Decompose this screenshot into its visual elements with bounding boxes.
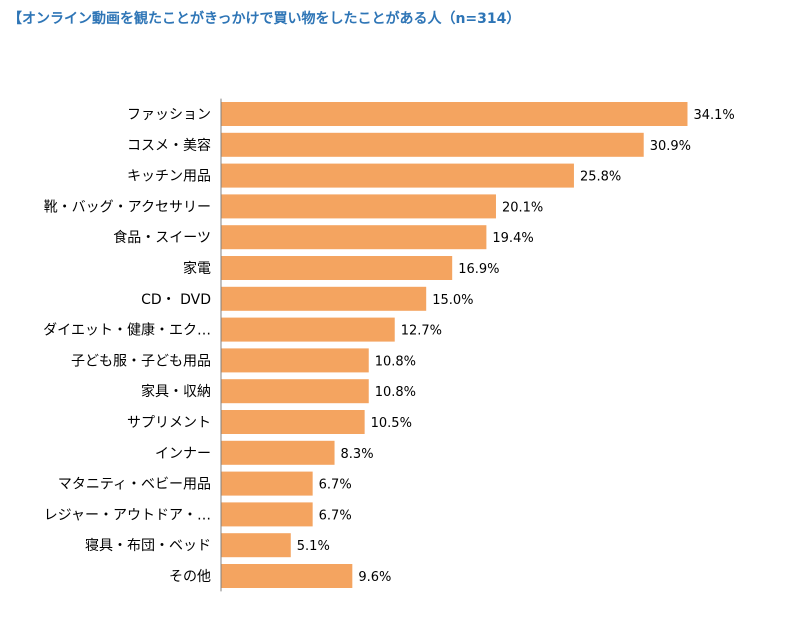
value-label: 6.7% [319, 478, 352, 493]
bar [221, 564, 353, 588]
bar [221, 102, 688, 126]
bar [221, 256, 453, 280]
value-label: 19.4% [492, 231, 533, 246]
category-label: CD・ DVD [141, 292, 211, 308]
category-label: ダイエット・健康・エク… [43, 322, 211, 339]
value-label: 15.0% [432, 293, 473, 308]
bar [221, 533, 291, 558]
chart-title: 【オンライン動画を観たことがきっかけで買い物をしたことがある人（n=314） [8, 11, 521, 27]
category-label: 子ども服・子ども用品 [71, 353, 211, 369]
category-label: 家電 [183, 260, 211, 277]
value-label: 34.1% [693, 108, 734, 123]
value-label: 25.8% [580, 170, 621, 185]
bar [221, 379, 369, 404]
bar [221, 225, 487, 250]
value-label: 9.6% [358, 570, 391, 585]
value-label: 5.1% [297, 539, 330, 554]
category-label: インナー [155, 446, 211, 462]
bar [221, 163, 574, 188]
value-label: 10.8% [375, 354, 416, 369]
category-label: ファッション [127, 107, 211, 123]
category-label: マタニティ・ベビー用品 [58, 477, 211, 493]
category-label: その他 [169, 569, 211, 585]
bar [221, 286, 427, 311]
category-label: 靴・バッグ・アクセサリー [44, 199, 211, 215]
bar [221, 132, 644, 157]
bar [221, 194, 496, 219]
value-label: 30.9% [650, 139, 691, 154]
value-label: 10.8% [375, 385, 416, 400]
category-label: 家具・収納 [141, 383, 211, 400]
value-label: 12.7% [401, 324, 442, 339]
category-label: サプリメント [127, 415, 211, 431]
value-label: 20.1% [502, 200, 543, 215]
value-label: 16.9% [458, 262, 499, 277]
bars-group: ファッション 34.1% コスメ・美容 30.9% キッチン用品 25.8% 靴・バッグ・ア… [43, 102, 735, 588]
bar [221, 348, 369, 373]
bar [221, 471, 313, 496]
value-label: 10.5% [371, 416, 412, 431]
category-label: レジャー・アウトドア・… [44, 507, 211, 523]
category-label: コスメ・美容 [127, 137, 211, 154]
bar [221, 440, 335, 465]
category-label: 食品・スイーツ [113, 229, 211, 246]
bar [221, 502, 313, 527]
category-label: 寝具・布団・ベッド [85, 537, 211, 554]
value-label: 8.3% [341, 447, 374, 462]
bar [221, 410, 365, 434]
value-label: 6.7% [319, 508, 352, 523]
category-label: キッチン用品 [127, 169, 211, 185]
bar [221, 317, 395, 342]
